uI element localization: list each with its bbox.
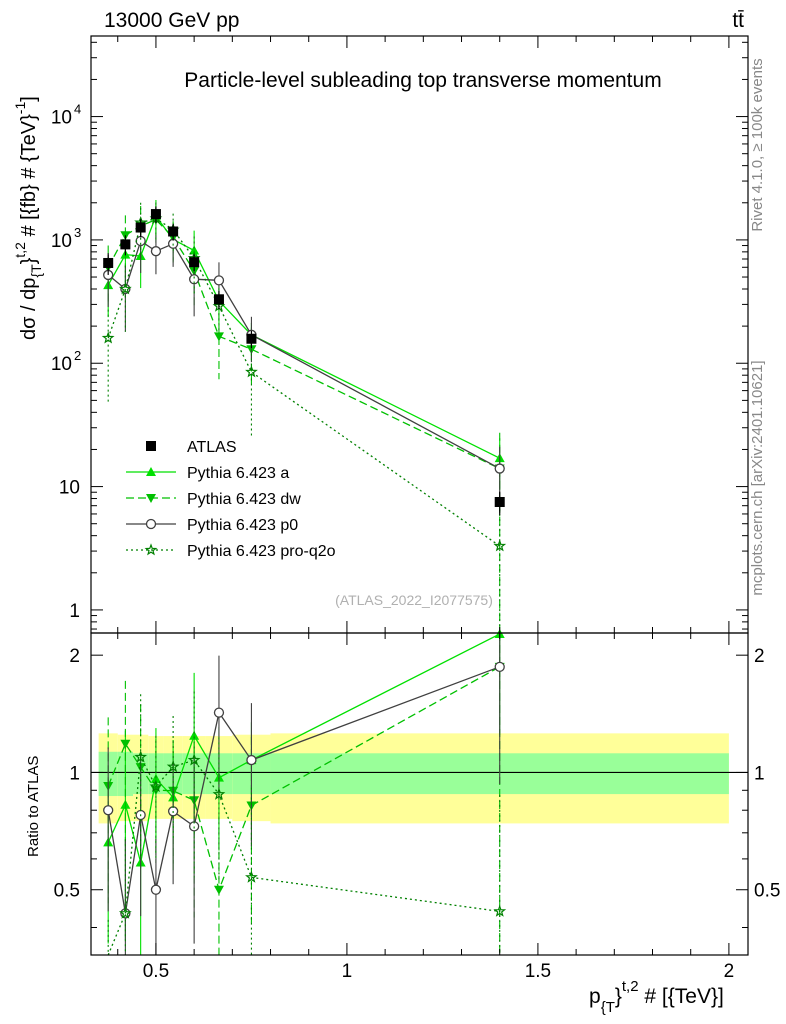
- ratio-y-axis-label: Ratio to ATLAS: [25, 756, 42, 857]
- legend-entry: Pythia 6.423 p0: [126, 517, 298, 534]
- series-0: [103, 200, 505, 955]
- y-tick-label: 10: [51, 231, 72, 252]
- series-marker: [494, 463, 505, 474]
- legend-entry: Pythia 6.423 a: [126, 465, 289, 482]
- data-point: [120, 239, 131, 250]
- series-line-main: [107, 217, 501, 547]
- series-ratio-marker: [166, 760, 180, 773]
- series-ratio-marker: [134, 750, 148, 763]
- series-ratio-marker: [245, 870, 258, 883]
- series-marker: [118, 282, 132, 295]
- series-ratio-marker: [149, 779, 163, 793]
- x-tick-label: 2: [724, 961, 735, 982]
- y-tick-label-exponent: 3: [74, 225, 81, 240]
- legend-label: ATLAS: [187, 439, 237, 456]
- series-marker: [245, 365, 258, 378]
- series-marker: [188, 274, 200, 285]
- rivet-label: Rivet 4.1.0, ≥ 100k events: [749, 58, 766, 231]
- series-ratio-marker: [493, 904, 507, 917]
- ratio-y-tick-label-right: 1: [754, 763, 765, 784]
- data-point: [135, 222, 146, 233]
- series-ratio-marker: [120, 739, 131, 749]
- data-point: [168, 226, 179, 237]
- series-3: [101, 202, 507, 956]
- ratio-uncertainty-bands: [98, 733, 729, 824]
- series-marker: [213, 275, 225, 286]
- data-point: [103, 257, 114, 268]
- analysis-watermark: (ATLAS_2022_I2077575): [335, 592, 493, 608]
- y-tick-label-exponent: 2: [74, 348, 81, 363]
- series-ratio-marker: [213, 885, 224, 895]
- series-ratio-marker: [118, 906, 132, 919]
- x-tick-label: 1.5: [525, 961, 551, 982]
- header-right: tt̄: [732, 9, 744, 32]
- series-marker: [213, 332, 224, 342]
- y-tick-label: 10: [51, 108, 72, 129]
- series-ratio-marker: [103, 805, 114, 816]
- ratio-y-tick-label-right: 0.5: [754, 881, 780, 902]
- legend-label: Pythia 6.423 p0: [187, 517, 298, 534]
- series-line-main: [107, 239, 501, 470]
- legend-label: Pythia 6.423 pro-q2o: [187, 543, 336, 560]
- data-point: [494, 496, 505, 507]
- legend-label: Pythia 6.423 dw: [187, 491, 301, 508]
- data-point: [150, 209, 161, 220]
- series-ratio-marker: [212, 787, 226, 800]
- ratio-y-tick-label-right: 2: [754, 646, 765, 667]
- y-tick-label: 10: [59, 478, 80, 499]
- series-ratio-marker: [187, 753, 201, 766]
- legend-marker: [146, 494, 156, 503]
- series-line-main: [107, 214, 500, 459]
- series-marker: [101, 331, 115, 344]
- y-tick-label: 10: [51, 354, 72, 375]
- data-layer: [103, 206, 505, 515]
- series-line-ratio: [107, 666, 501, 892]
- y-tick-label-exponent: 4: [74, 102, 81, 117]
- legend-entry: Pythia 6.423 dw: [126, 491, 301, 508]
- legend-marker: [144, 543, 158, 556]
- data-point: [213, 294, 224, 305]
- legend-label: Pythia 6.423 a: [187, 465, 289, 482]
- series-ratio-marker: [150, 884, 162, 895]
- legend: ATLAS Pythia 6.423 a Pythia 6.423 dw Pythia…: [126, 439, 336, 560]
- x-axis-label: p{T}t,2 # [{TeV}]: [589, 978, 724, 1016]
- series-ratio-marker: [494, 661, 505, 672]
- legend-entry: ATLAS: [146, 439, 237, 456]
- legend-entry: Pythia 6.423 pro-q2o: [126, 543, 336, 560]
- ratio-y-tick-label: 0.5: [54, 881, 80, 902]
- x-tick-label: 1: [342, 961, 353, 982]
- y-tick-label: 1: [69, 601, 80, 622]
- x-tick-label: 0.5: [143, 961, 169, 982]
- series-ratio-marker: [246, 754, 257, 766]
- axis-ticks: [91, 36, 748, 955]
- legend-marker: [146, 467, 156, 476]
- ratio-plot-frame: [90, 632, 749, 956]
- series-ratio-marker: [213, 707, 225, 718]
- series-2: [103, 221, 505, 955]
- series-marker: [150, 246, 162, 257]
- ratio-y-tick-label: 1: [69, 763, 80, 784]
- header-left: 13000 GeV pp: [104, 9, 239, 32]
- data-point: [189, 257, 200, 268]
- series-marker: [493, 539, 507, 552]
- series-layer: [101, 200, 507, 956]
- chart-title: Particle-level subleading top transverse…: [184, 69, 661, 92]
- legend-marker: [146, 441, 156, 451]
- ratio-y-tick-label: 2: [69, 646, 80, 667]
- y-axis-label: dσ / dp{T}t,2 # [{fb} # {TeV}-1]: [12, 96, 44, 340]
- series-1: [103, 203, 505, 955]
- data-point: [246, 333, 257, 344]
- legend-marker: [145, 518, 157, 530]
- mcplots-label: mcplots.cern.ch [arXiv:2401.10621]: [749, 360, 766, 595]
- series-line-main: [107, 218, 500, 470]
